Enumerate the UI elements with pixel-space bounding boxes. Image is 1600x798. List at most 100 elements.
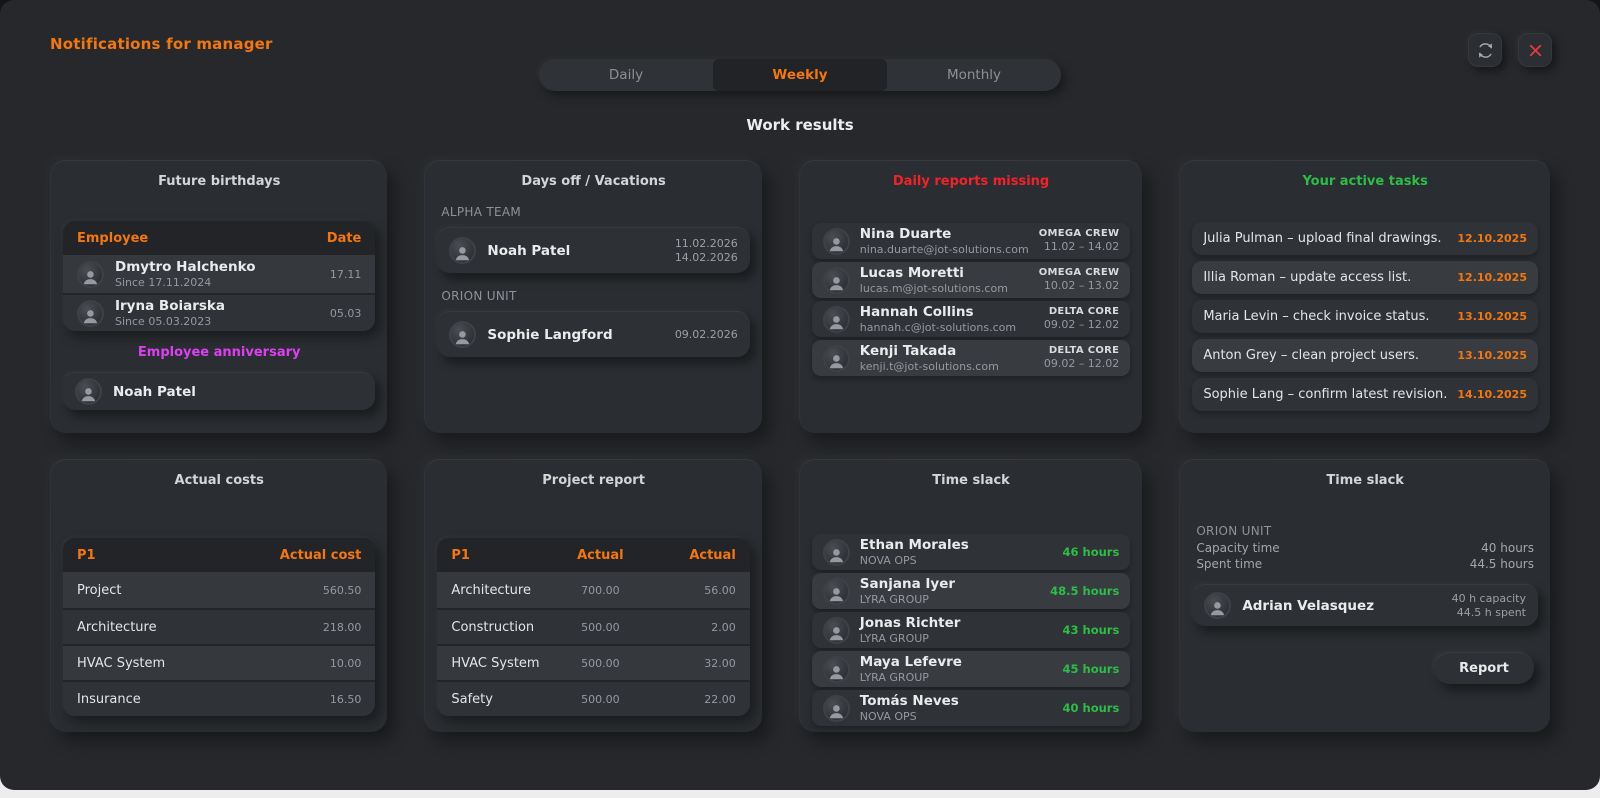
team-name: OMEGA CREW [1038,267,1120,279]
refresh-button[interactable] [1468,33,1502,67]
task-row[interactable]: Sophie Lang – confirm latest revision. 1… [1192,378,1538,411]
task-text: Maria Levin – check invoice status. [1203,309,1430,324]
employee-team: NOVA OPS [859,709,917,723]
tab-monthly[interactable]: Monthly [946,67,1002,83]
employee-email: lucas.m@jot-solutions.com [859,281,1008,295]
cost-value: 10.00 [329,656,362,670]
card-daily-reports-missing: Daily reports missing Nina Duarte nina.d… [798,160,1143,433]
table-row[interactable]: Architecture 700.00 56.00 [437,572,750,608]
employee-name: Dmytro Halchenko [115,259,256,276]
table-row[interactable]: Safety 500.00 22.00 [437,680,750,716]
cost-label: Insurance [77,691,141,707]
card-actual-costs: Actual costs P1 Actual cost Project 560.… [50,459,388,732]
avatar [449,237,477,264]
days-off-row[interactable]: Sophie Langford 09.02.2026 [437,311,750,357]
column-employee: Employee [77,230,149,246]
vacation-date-from: 09.02.2026 [674,327,738,341]
project-table: P1 Actual Actual Architecture 700.00 56.… [437,538,750,716]
team-name: DELTA CORE [1048,306,1120,318]
avatar [822,538,850,566]
table-row[interactable]: HVAC System 500.00 32.00 [437,644,750,680]
table-row[interactable]: Architecture 218.00 [63,608,376,644]
spent-label: Spent time [1196,556,1263,571]
report-row[interactable]: Hannah Collins hannah.c@jot-solutions.co… [811,301,1131,337]
avatar [822,305,850,333]
period-tabs: Daily Weekly Monthly [539,59,1061,91]
slack-row[interactable]: Jonas Richter LYRA GROUP 43 hours [811,612,1131,648]
column-actual-cost: Actual cost [279,547,362,563]
cost-value: 218.00 [322,620,362,634]
task-row[interactable]: Anton Grey – clean project users. 13.10.… [1192,339,1538,372]
table-row[interactable]: Insurance 16.50 [63,680,376,716]
card-title: Daily reports missing [892,174,1050,189]
column-date: Date [326,230,362,246]
table-row[interactable]: Construction 500.00 2.00 [437,608,750,644]
avatar [822,577,850,605]
tab-weekly[interactable]: Weekly [713,59,887,91]
slack-row[interactable]: Sanjana Iyer LYRA GROUP 48.5 hours [811,573,1131,609]
cost-value: 16.50 [329,692,362,706]
table-row[interactable]: Iryna Boiarska Since 05.03.2023 05.03 [63,293,376,331]
table-row[interactable]: Project 560.50 [63,572,376,608]
task-row[interactable]: Illia Roman – update access list. 12.10.… [1192,261,1538,294]
slack-unit-row[interactable]: Adrian Velasquez 40 h capacity 44.5 h sp… [1192,584,1538,627]
employee-name: Lucas Moretti [859,265,964,282]
cost-label: HVAC System [77,655,166,671]
card-title: Actual costs [174,473,264,488]
task-text: Illia Roman – update access list. [1203,270,1412,285]
column-actual-2: Actual [689,547,736,563]
employee-since: Since 17.11.2024 [115,275,212,289]
employee-name: Ethan Morales [859,537,969,554]
report-actual-1: 500.00 [581,656,620,670]
task-text: Sophie Lang – confirm latest revision. [1203,387,1448,402]
avatar [75,378,102,405]
employee-email: hannah.c@jot-solutions.com [859,320,1017,334]
task-row[interactable]: Maria Levin – check invoice status. 13.1… [1192,300,1538,333]
date-range: 09.02 – 12.02 [1043,318,1120,332]
project-table-header: P1 Actual Actual [437,538,750,572]
tab-daily[interactable]: Daily [608,67,644,83]
team-label: ALPHA TEAM [441,205,522,219]
column-p1: P1 [77,547,96,563]
slack-row[interactable]: Ethan Morales NOVA OPS 46 hours [811,534,1131,570]
table-row[interactable]: HVAC System 10.00 [63,644,376,680]
report-actual-2: 2.00 [711,620,736,634]
report-label: Construction [451,619,535,635]
days-off-row[interactable]: Noah Patel 11.02.2026 14.02.2026 [437,227,750,273]
slack-row[interactable]: Maya Lefevre LYRA GROUP 45 hours [811,651,1131,687]
employee-team: LYRA GROUP [859,631,929,645]
card-time-slack: Time slack Ethan Morales NOVA OPS 46 hou… [798,459,1143,732]
close-icon [1526,41,1545,60]
vacation-date-from: 11.02.2026 [674,236,738,250]
section-title: Work results [746,116,854,134]
close-button[interactable] [1518,33,1552,67]
anniversary-row[interactable]: Noah Patel [63,372,376,410]
employee-email: nina.duarte@jot-solutions.com [859,242,1029,256]
slack-row[interactable]: Tomás Neves NOVA OPS 40 hours [811,690,1131,726]
card-future-birthdays: Future birthdays Employee Date Dmytro Ha… [50,160,388,433]
report-row[interactable]: Kenji Takada kenji.t@jot-solutions.com D… [811,340,1131,376]
unit-label: ORION UNIT [1196,524,1272,538]
vacation-dates: 09.02.2026 [675,328,738,342]
task-row[interactable]: Julia Pulman – upload final drawings. 12… [1192,222,1538,255]
vacation-date-to: 14.02.2026 [674,250,738,264]
column-actual-1: Actual [577,547,624,563]
table-row[interactable]: Dmytro Halchenko Since 17.11.2024 17.11 [63,255,376,293]
team-label: ORION UNIT [441,289,517,303]
slack-hours: 43 hours [1062,623,1120,637]
report-label: Safety [451,691,493,707]
employee-team: NOVA OPS [859,553,917,567]
employee-email: kenji.t@jot-solutions.com [859,359,999,373]
avatar [822,266,850,294]
member-capacity: 40 h capacity [1451,591,1526,605]
date-range: 09.02 – 12.02 [1043,357,1120,371]
employee-name: Kenji Takada [859,343,957,360]
card-title: Days off / Vacations [521,174,666,189]
report-row[interactable]: Nina Duarte nina.duarte@jot-solutions.co… [811,223,1131,259]
tasks-list: Julia Pulman – upload final drawings. 12… [1192,222,1538,411]
card-days-off: Days off / Vacations ALPHA TEAM Noah Pat… [424,160,762,433]
column-p1: P1 [451,547,470,563]
report-row[interactable]: Lucas Moretti lucas.m@jot-solutions.com … [811,262,1131,298]
report-button[interactable]: Report [1434,652,1534,685]
